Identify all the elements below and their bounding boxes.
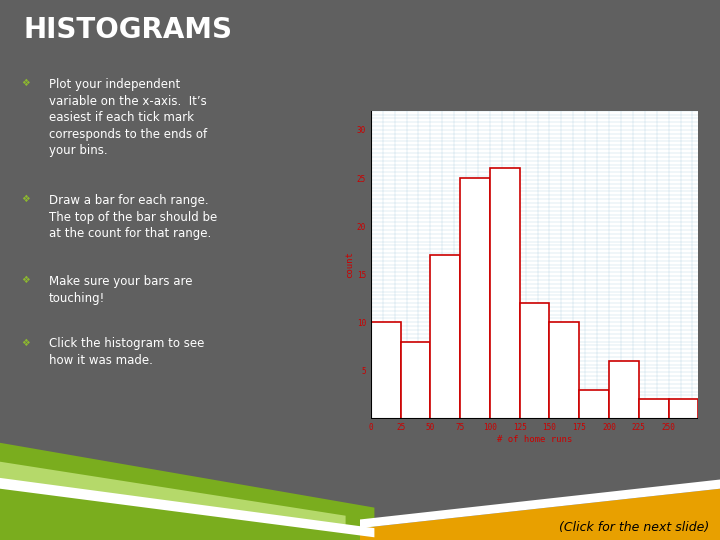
Text: Plot your independent
variable on the x-axis.  It’s
easiest if each tick mark
co: Plot your independent variable on the x-… xyxy=(49,78,207,157)
Bar xyxy=(639,399,669,418)
Text: ❖: ❖ xyxy=(22,78,30,89)
Bar xyxy=(371,322,400,418)
Bar xyxy=(400,342,431,418)
Bar xyxy=(609,361,639,418)
Polygon shape xyxy=(0,478,374,537)
Bar xyxy=(520,303,549,419)
Polygon shape xyxy=(360,489,720,540)
Text: HISTOGRAMS: HISTOGRAMS xyxy=(23,16,232,44)
Bar xyxy=(669,399,698,418)
Polygon shape xyxy=(0,462,346,528)
Polygon shape xyxy=(0,443,374,540)
Text: Make sure your bars are
touching!: Make sure your bars are touching! xyxy=(49,275,192,305)
Bar xyxy=(549,322,580,418)
Text: ❖: ❖ xyxy=(22,338,30,348)
X-axis label: # of home runs: # of home runs xyxy=(497,435,572,444)
Text: ❖: ❖ xyxy=(22,275,30,286)
Text: Click the histogram to see
how it was made.: Click the histogram to see how it was ma… xyxy=(49,338,204,367)
Text: ❖: ❖ xyxy=(22,194,30,205)
Bar xyxy=(580,390,609,418)
Bar xyxy=(460,178,490,418)
Text: (Click for the next slide): (Click for the next slide) xyxy=(559,521,709,534)
Y-axis label: count: count xyxy=(345,251,354,278)
Bar xyxy=(431,255,460,418)
Bar xyxy=(490,168,520,418)
Polygon shape xyxy=(360,480,720,528)
Text: Draw a bar for each range.
The top of the bar should be
at the count for that ra: Draw a bar for each range. The top of th… xyxy=(49,194,217,240)
